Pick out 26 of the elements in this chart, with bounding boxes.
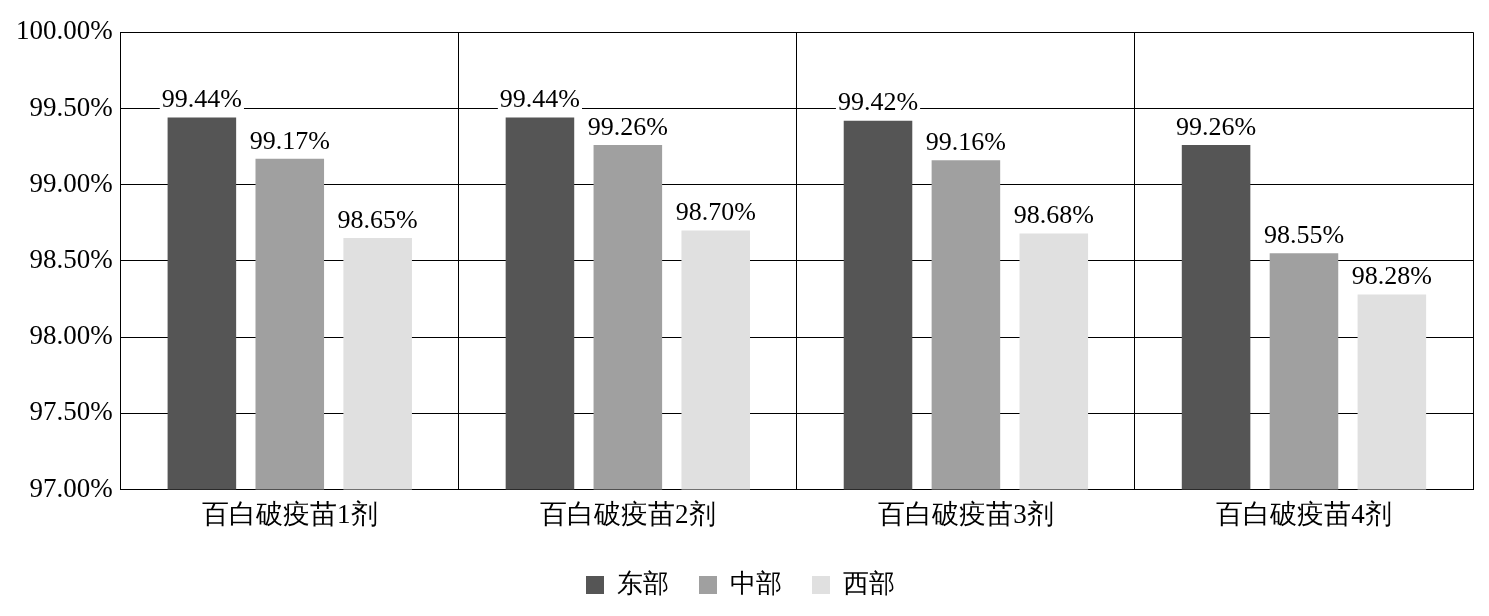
- x-tick-label: 百白破疫苗2剂: [540, 498, 716, 529]
- data-label: 99.44%: [161, 84, 242, 114]
- data-label: 99.42%: [837, 87, 919, 117]
- data-label: 98.68%: [1013, 200, 1094, 230]
- data-label: 99.44%: [499, 84, 581, 114]
- data-label: 98.28%: [1351, 261, 1432, 291]
- data-label: 99.26%: [587, 111, 668, 141]
- y-tick-label: 97.00%: [29, 472, 113, 503]
- data-label: 99.16%: [925, 127, 1006, 157]
- y-tick-label: 97.50%: [29, 396, 113, 427]
- legend-label: 中部: [730, 568, 782, 598]
- y-tick-label: 98.00%: [29, 320, 113, 351]
- legend-label: 东部: [617, 568, 669, 598]
- data-label: 99.26%: [1175, 111, 1257, 141]
- y-tick-label: 100.00%: [15, 15, 113, 46]
- legend-label: 西部: [843, 568, 895, 598]
- data-label: 98.70%: [675, 197, 756, 227]
- y-tick-label: 99.50%: [29, 91, 113, 122]
- y-tick-label: 99.00%: [29, 167, 113, 198]
- x-tick-label: 百白破疫苗4剂: [1216, 498, 1392, 529]
- x-tick-label: 百白破疫苗3剂: [878, 498, 1054, 529]
- y-tick-label: 98.50%: [29, 243, 113, 274]
- data-label: 99.17%: [249, 125, 330, 155]
- x-tick-label: 百白破疫苗1剂: [202, 498, 378, 529]
- data-label: 98.55%: [1263, 220, 1345, 250]
- data-label: 98.65%: [337, 204, 418, 234]
